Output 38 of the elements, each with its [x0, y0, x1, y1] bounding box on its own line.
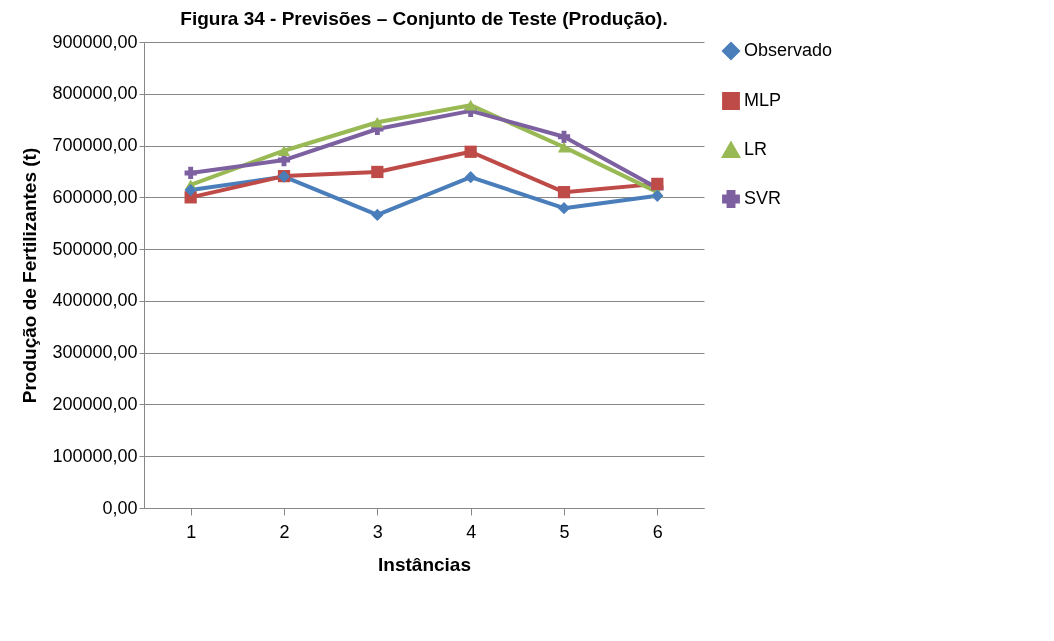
- point: [371, 116, 384, 128]
- y-tick-label: 300000,00: [52, 342, 138, 363]
- x-tick-label: 4: [466, 521, 477, 542]
- point: [557, 202, 571, 215]
- legend-label: SVR: [744, 188, 782, 208]
- chart-title: Figura 34 - Previsões – Conjunto de Teste (Produção).: [180, 8, 668, 29]
- point: [371, 165, 384, 179]
- y-tick-label: 500000,00: [52, 238, 138, 259]
- legend-label: MLP: [744, 90, 782, 110]
- x-tick-label: 1: [186, 521, 197, 542]
- point: [184, 166, 197, 180]
- y-tick-label: 0,00: [102, 497, 138, 518]
- point: [371, 208, 384, 222]
- x-tick-label: 6: [652, 521, 663, 542]
- point: [557, 130, 571, 143]
- x-tick-label: 2: [279, 521, 290, 542]
- y-tick-label: 700000,00: [52, 135, 138, 156]
- y-tick-label: 400000,00: [52, 290, 138, 311]
- point: [464, 145, 477, 158]
- y-tick-label: 600000,00: [52, 186, 138, 207]
- x-tick-label: 3: [372, 521, 383, 542]
- point: [557, 141, 571, 153]
- y-tick-label: 200000,00: [52, 393, 138, 414]
- point: [464, 99, 477, 111]
- y-tick-label: 900000,00: [52, 31, 138, 52]
- point: [277, 145, 291, 157]
- x-tick-label: 5: [559, 521, 570, 542]
- y-tick-label: 800000,00: [52, 83, 138, 104]
- y-axis-title: Produção de Fertilizantes (t): [19, 147, 41, 404]
- point: [557, 186, 571, 199]
- point: [651, 189, 664, 202]
- point: [651, 177, 664, 190]
- y-tick-label: 100000,00: [52, 445, 138, 466]
- legend-label: Observado: [744, 40, 833, 60]
- x-axis-title: Instâncias: [378, 553, 471, 575]
- legend-label: LR: [744, 139, 768, 159]
- point: [464, 171, 477, 184]
- point: [184, 183, 197, 197]
